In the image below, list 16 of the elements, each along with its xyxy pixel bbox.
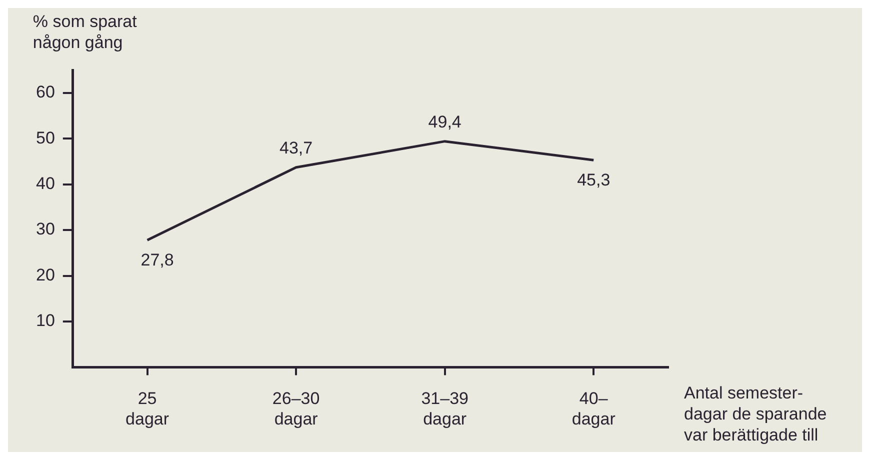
y-tick-label: 10 (36, 311, 55, 330)
y-axis-title: % som sparat någon gång (32, 12, 138, 52)
x-tick-label: 26–30 dagar (272, 389, 320, 428)
data-label: 27,8 (140, 250, 174, 270)
y-tick-label: 20 (36, 265, 55, 284)
data-label: 45,3 (577, 170, 610, 190)
y-tick-label: 40 (36, 174, 55, 193)
x-tick-label: 31–39 dagar (421, 389, 468, 428)
y-tick-label: 60 (36, 82, 55, 102)
y-tick-label: 30 (36, 220, 55, 239)
data-label: 43,7 (280, 138, 313, 158)
x-tick-label: 25 dagar (126, 389, 170, 428)
x-tick-label: 40– dagar (572, 389, 616, 428)
y-tick-label: 50 (36, 128, 55, 148)
x-axis-title: Antal semester- dagar de sparande var berättigade till (684, 383, 827, 444)
data-label: 49,4 (428, 112, 462, 132)
